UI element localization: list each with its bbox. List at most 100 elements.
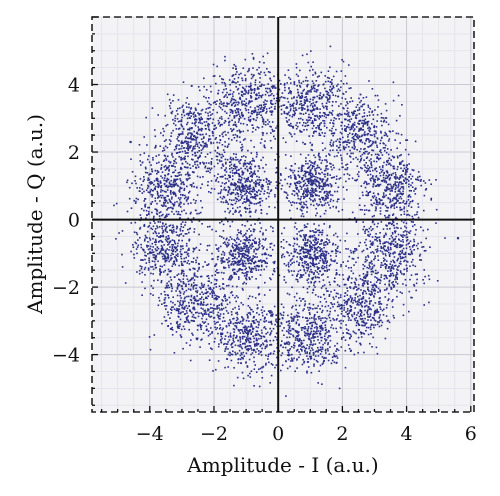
data-point [321,186,324,188]
data-point [187,228,189,231]
data-point [270,181,272,183]
data-point [176,309,179,312]
data-point [185,142,188,145]
data-point [315,179,317,182]
data-point [209,138,212,140]
data-point [326,165,328,167]
data-point [216,100,218,102]
data-point [218,152,220,155]
data-point [351,211,354,214]
data-point [266,213,268,215]
data-point [174,184,176,186]
data-point [176,144,178,146]
data-point [245,85,248,88]
data-point [307,252,310,255]
data-point [310,175,312,177]
data-point [318,182,320,184]
data-point [236,238,238,240]
data-point [273,135,275,138]
data-point [167,186,169,189]
data-point [181,162,184,165]
data-point [232,167,235,170]
data-point [242,283,244,285]
data-point [400,197,403,200]
data-point [300,112,302,115]
data-point [325,90,328,93]
data-point [310,235,312,238]
data-point [139,154,142,156]
data-point [150,193,152,196]
data-point [252,188,254,191]
data-point [196,145,199,147]
data-point [296,182,299,184]
data-point [244,268,247,271]
data-point [337,198,340,200]
data-point [247,116,250,119]
data-point [400,161,403,163]
data-point [341,128,343,130]
data-point [360,139,363,141]
data-point [265,177,268,180]
data-point [375,170,378,173]
data-point [325,253,327,256]
data-point [260,71,262,73]
data-point [334,190,336,193]
data-point [245,278,248,281]
data-point [392,167,395,170]
data-point [336,85,338,87]
data-point [307,177,310,180]
data-point [401,208,403,211]
data-point [304,300,306,303]
data-point [331,168,333,171]
data-point [259,85,261,87]
data-point [257,72,260,75]
data-point [252,172,255,175]
data-point [325,155,327,157]
data-point [283,263,286,265]
data-point [247,249,249,251]
data-point [192,217,195,219]
data-point [357,109,359,112]
data-point [187,202,189,205]
data-point [139,237,141,239]
data-point [132,244,134,246]
data-point [301,165,303,168]
data-point [249,192,251,195]
data-point [335,272,338,274]
data-point [173,178,175,181]
data-point [369,178,372,180]
data-point [161,171,164,173]
data-point [247,91,250,94]
data-point [182,275,185,277]
data-point [296,85,298,87]
data-point [249,106,252,108]
data-point [172,249,175,251]
data-point [366,167,368,169]
data-point [185,251,188,253]
data-point [233,164,235,167]
data-point [417,206,420,208]
data-point [155,232,158,235]
data-point [214,278,216,281]
data-point [296,274,298,277]
data-point [296,233,298,235]
data-point [236,260,239,263]
data-point [251,131,254,133]
data-point [241,156,243,158]
data-point [149,192,151,194]
data-point [237,251,239,254]
data-point [213,75,216,77]
data-point [248,69,250,72]
data-point [312,106,314,108]
data-point [150,173,152,175]
data-point [238,102,240,104]
data-point [241,100,243,102]
data-point [407,213,409,216]
data-point [167,238,169,241]
data-point [288,271,290,273]
data-point [185,113,188,115]
data-point [179,303,181,305]
data-point [175,259,178,261]
data-point [217,321,219,323]
data-point [280,246,283,248]
